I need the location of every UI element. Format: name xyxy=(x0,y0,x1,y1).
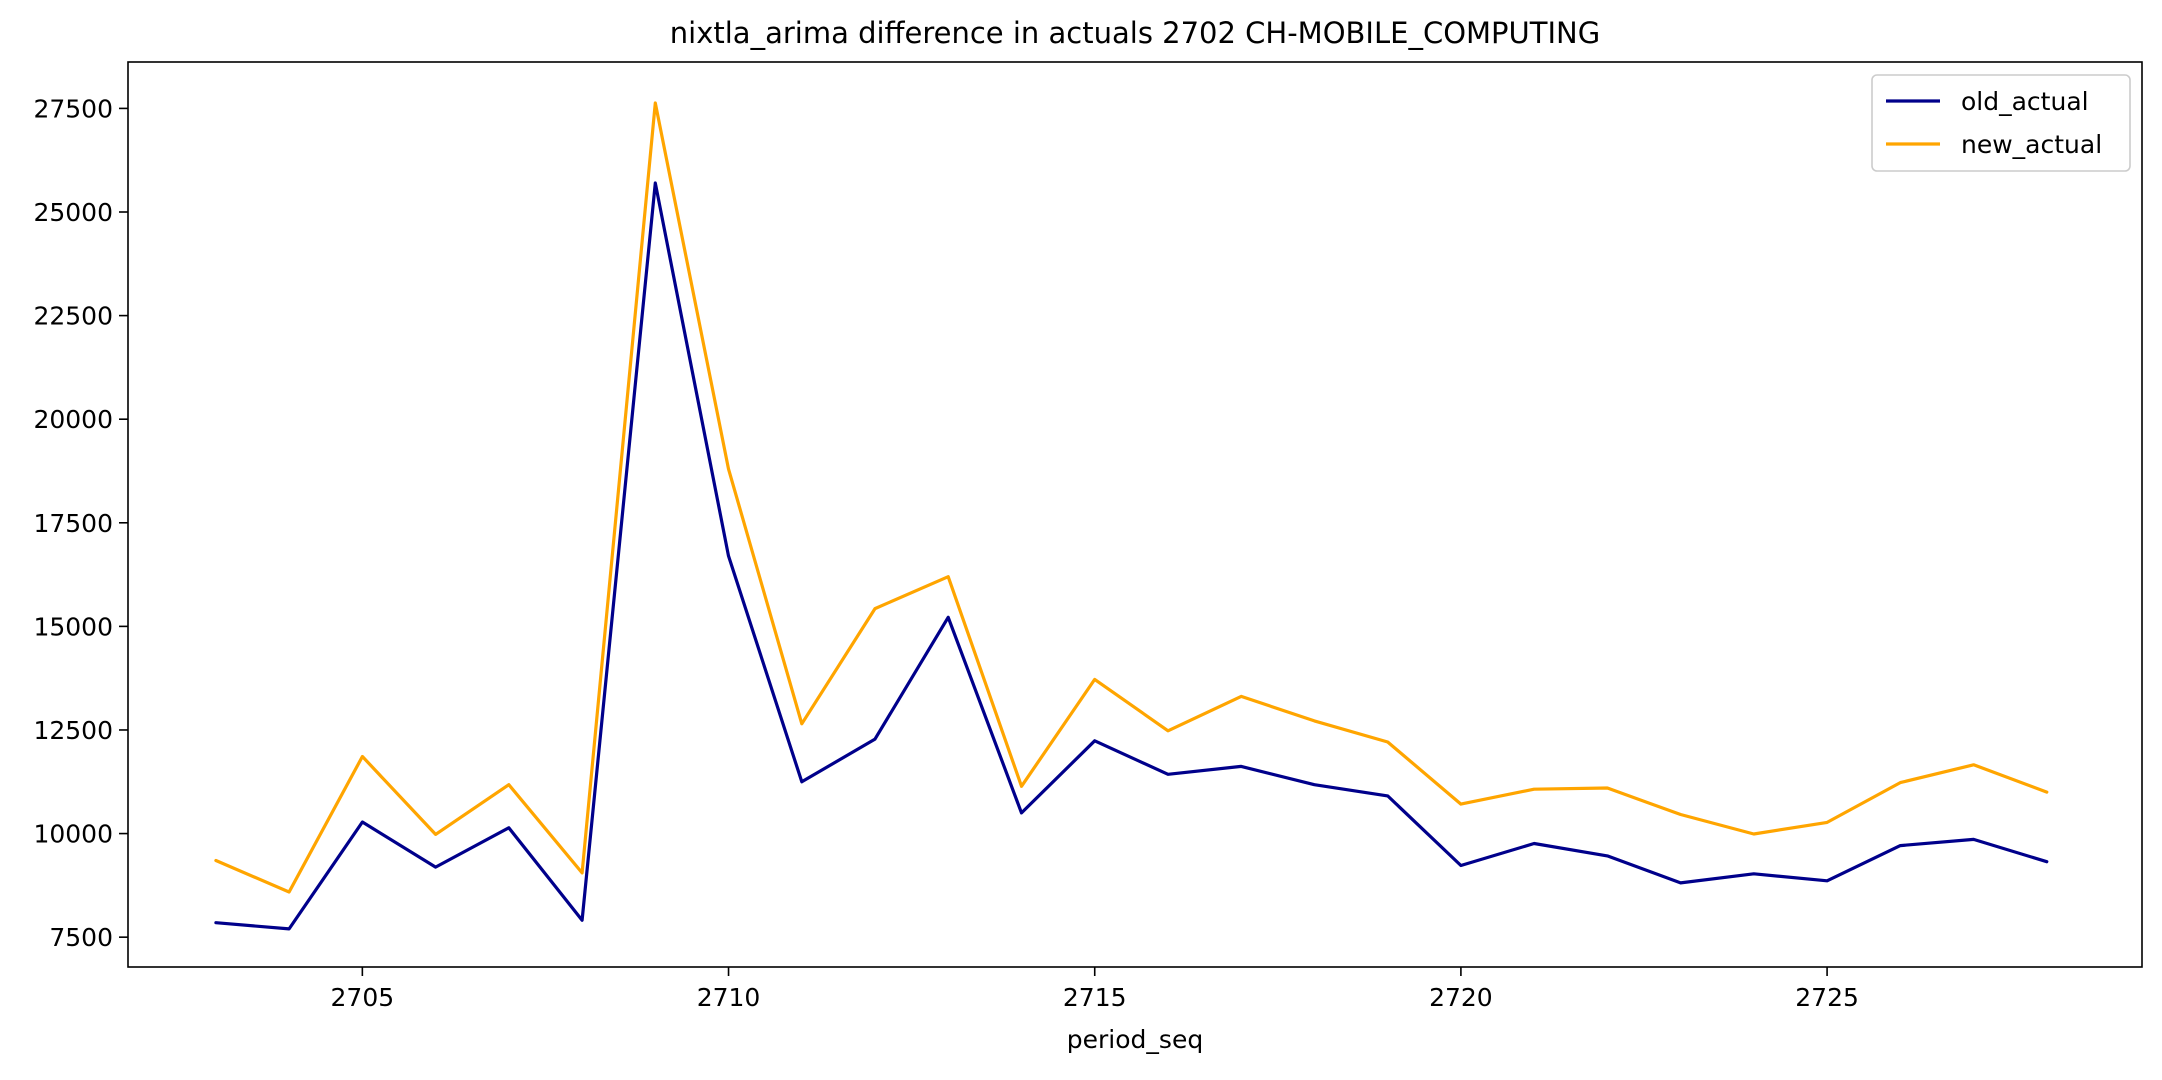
x-tick-label: 2705 xyxy=(331,983,395,1012)
y-tick-label: 10000 xyxy=(33,820,113,849)
plot-series xyxy=(214,101,2049,931)
series-line-old-actual xyxy=(214,181,2049,931)
y-tick-label: 15000 xyxy=(33,612,113,641)
x-tick-label: 2725 xyxy=(1795,983,1859,1012)
chart-title: nixtla_arima difference in actuals 2702 … xyxy=(670,16,1600,50)
y-tick-label: 22500 xyxy=(33,302,113,331)
x-axis: 2705 2710 2715 2720 2725 xyxy=(331,967,1859,1012)
y-tick-label: 27500 xyxy=(33,94,113,123)
y-tick-label: 25000 xyxy=(33,198,113,227)
y-tick-label: 12500 xyxy=(33,716,113,745)
y-tick-label: 20000 xyxy=(33,405,113,434)
x-tick-label: 2710 xyxy=(697,983,761,1012)
legend-box xyxy=(1871,74,2131,172)
legend-label: new_actual xyxy=(1961,130,2102,159)
y-tick-label: 17500 xyxy=(33,509,113,538)
x-axis-label: period_seq xyxy=(1067,1025,1203,1054)
y-axis: 7500 10000 12500 15000 17500 20000 22500 25000 2… xyxy=(33,94,128,952)
series-line-new-actual xyxy=(214,101,2049,894)
x-tick-label: 2720 xyxy=(1429,983,1493,1012)
legend-label: old_actual xyxy=(1961,87,2089,116)
legend: old_actual new_actual xyxy=(1871,74,2131,172)
y-tick-label: 7500 xyxy=(49,923,113,952)
x-tick-label: 2715 xyxy=(1063,983,1127,1012)
plot-area-frame xyxy=(127,61,2143,968)
